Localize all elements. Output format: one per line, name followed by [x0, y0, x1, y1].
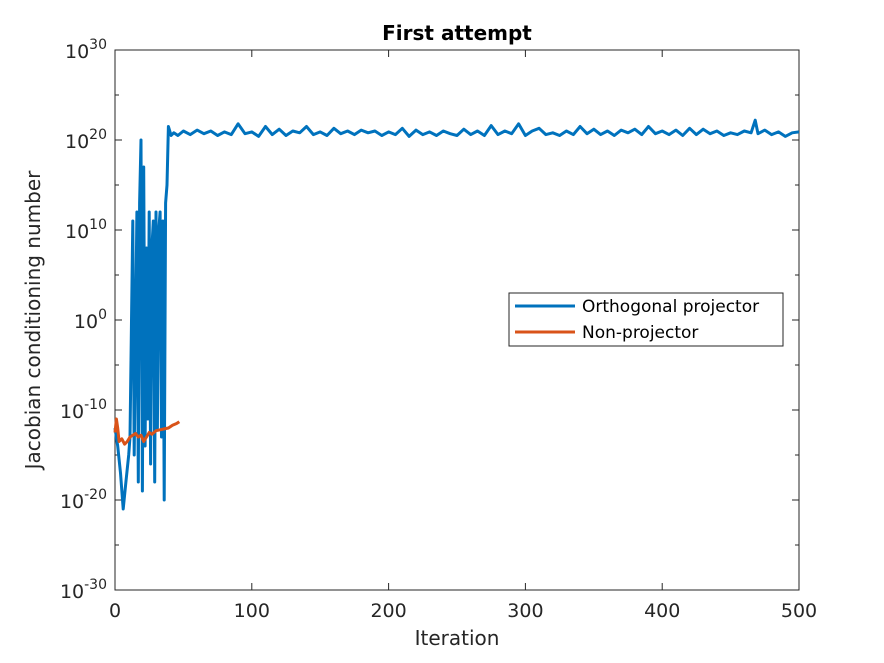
- x-tick-label-0: 0: [109, 600, 121, 622]
- series-line-1: [113, 417, 181, 446]
- y-tick-label-1: 10-20: [60, 487, 107, 513]
- legend-label-orthogonal: Orthogonal projector: [582, 297, 759, 317]
- y-axis-label: Jacobian conditioning number: [21, 170, 45, 472]
- x-tick-label-4: 400: [644, 600, 680, 622]
- y-tick-labels: 10-30 10-20 10-10 100 1010 1020 1030: [60, 37, 107, 603]
- legend-label-nonprojector: Non-projector: [582, 323, 698, 343]
- y-tick-label-4: 1010: [65, 217, 107, 243]
- y-tick-label-3: 100: [74, 307, 107, 333]
- y-tick-label-0: 10-30: [60, 577, 107, 603]
- x-tick-label-3: 300: [507, 600, 543, 622]
- legend: Orthogonal projector Non-projector: [508, 292, 784, 347]
- y-tick-label-6: 1030: [65, 37, 107, 63]
- series-layer: [113, 118, 800, 511]
- x-tick-label-1: 100: [234, 600, 270, 622]
- y-tick-label-2: 10-10: [60, 397, 107, 423]
- chart-title: First attempt: [382, 21, 532, 45]
- x-tick-label-2: 200: [370, 600, 406, 622]
- x-tick-label-5: 500: [781, 600, 817, 622]
- y-tick-label-5: 1020: [65, 127, 107, 153]
- x-tick-labels: 0 100 200 300 400 500: [109, 600, 817, 622]
- axis-ticks: [114, 49, 800, 591]
- legend-box: [508, 292, 784, 347]
- x-axis-label: Iteration: [415, 626, 500, 650]
- series-line-0: [113, 118, 800, 511]
